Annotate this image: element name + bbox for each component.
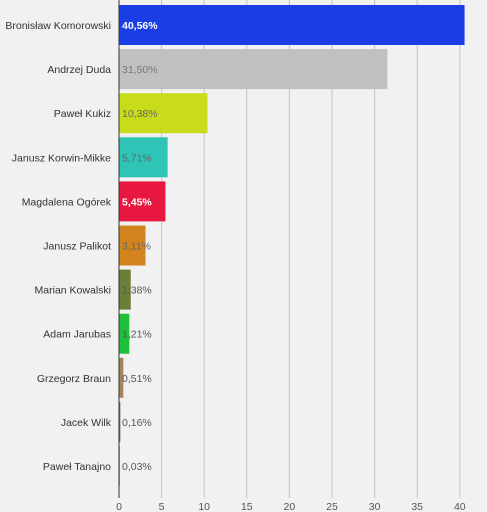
bar: [119, 269, 131, 310]
category-label: Janusz Palikot: [43, 241, 111, 253]
x-tick-label: 0: [116, 501, 122, 512]
bar: [119, 93, 208, 134]
category-labels: Bronisław Komorowski Andrzej Duda Paweł Ku…: [5, 20, 111, 473]
x-tick-label: 15: [241, 501, 253, 512]
value-label: 1,38%: [122, 285, 152, 297]
bar: [119, 313, 130, 354]
x-tick-label: 10: [198, 501, 210, 512]
value-label: 0,03%: [122, 461, 152, 473]
category-label: Bronisław Komorowski: [5, 20, 111, 32]
value-label: 5,45%: [122, 196, 152, 208]
value-label: 10,38%: [122, 108, 158, 120]
value-label: 31,50%: [122, 64, 158, 76]
bar: [119, 5, 465, 45]
value-label: 1,21%: [122, 329, 152, 341]
category-label: Grzegorz Braun: [37, 373, 111, 385]
x-tick-label: 40: [454, 501, 466, 512]
x-tick-label: 5: [159, 501, 165, 512]
bars: [119, 5, 465, 486]
bar: [119, 401, 121, 442]
category-label: Janusz Korwin-Mikke: [12, 152, 111, 164]
bar: [119, 225, 146, 266]
value-label: 0,51%: [122, 373, 152, 385]
x-tick-label: 20: [284, 501, 296, 512]
value-label: 3,11%: [122, 241, 151, 253]
category-label: Paweł Tanajno: [43, 461, 111, 473]
category-label: Magdalena Ogórek: [22, 196, 112, 208]
category-label: Andrzej Duda: [47, 64, 111, 76]
category-label: Paweł Kukiz: [54, 108, 111, 120]
bar: [119, 49, 388, 90]
value-label: 0,16%: [122, 417, 152, 429]
category-label: Adam Jarubas: [43, 329, 111, 341]
x-tick-label: 30: [369, 501, 381, 512]
value-label: 40,56%: [122, 20, 158, 32]
value-label: 5,71%: [122, 152, 152, 164]
bar: [119, 181, 166, 222]
x-tick-label: 25: [326, 501, 338, 512]
x-tick-labels: 0 5 10 15 20 25 30 35 40: [116, 501, 466, 512]
category-label: Jacek Wilk: [61, 417, 112, 429]
category-label: Marian Kowalski: [35, 285, 111, 297]
bar: [119, 357, 124, 398]
x-tick-label: 35: [411, 501, 423, 512]
bar: [119, 137, 168, 178]
value-labels: 40,56% 31,50% 10,38% 5,71% 5,45% 3,11% 1,38% 1,…: [122, 20, 158, 473]
